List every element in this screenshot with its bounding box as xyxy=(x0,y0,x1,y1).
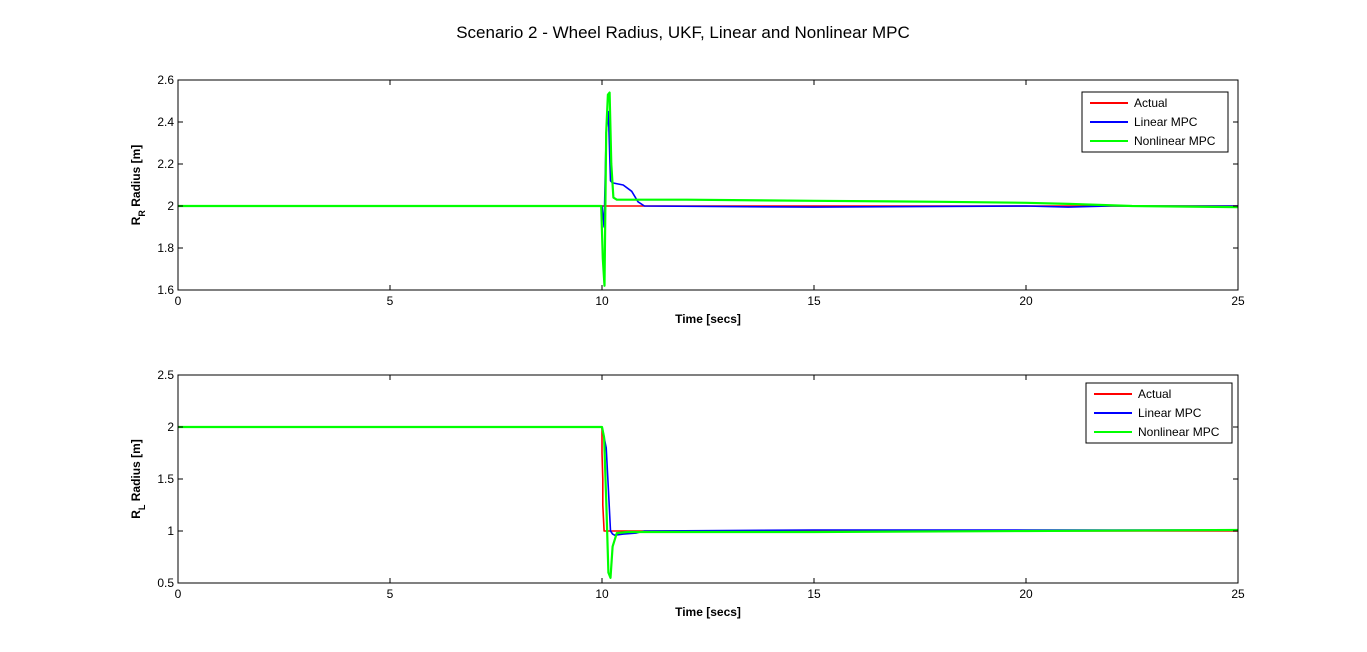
legend: Actual Linear MPC Nonlinear MPC xyxy=(1081,91,1229,153)
series-line-nonlinear-mpc xyxy=(178,425,1239,579)
legend-label: Linear MPC xyxy=(1138,406,1202,420)
y-tick-label: 0.5 xyxy=(157,576,174,590)
x-tick-label: 25 xyxy=(1231,294,1245,308)
x-tick-label: 0 xyxy=(175,587,182,601)
plot-area xyxy=(178,375,1238,583)
x-axis-label: Time [secs] xyxy=(675,312,741,326)
bottom-plot-left-wheel: 0 5 10 15 20 25 0.5 1 1.5 2 2.5 Time [secs] RL Radiu… xyxy=(129,368,1245,619)
x-tick-label: 15 xyxy=(807,294,821,308)
legend-label: Actual xyxy=(1134,96,1167,110)
x-tick-label: 10 xyxy=(595,294,609,308)
y-tick-label: 2.4 xyxy=(157,115,174,129)
y-tick-label: 1.8 xyxy=(157,241,174,255)
x-tick-label: 20 xyxy=(1019,587,1033,601)
x-tick-label: 15 xyxy=(807,587,821,601)
y-axis-label: RL Radius [m] xyxy=(129,439,147,519)
x-tick-label: 25 xyxy=(1231,587,1245,601)
series-line-nonlinear-mpc xyxy=(178,91,1239,287)
legend-label: Actual xyxy=(1138,387,1171,401)
legend: Actual Linear MPC Nonlinear MPC xyxy=(1085,382,1233,444)
legend-label: Linear MPC xyxy=(1134,115,1198,129)
y-axis-label: RR Radius [m] xyxy=(129,145,147,226)
y-tick-label: 2.2 xyxy=(157,157,174,171)
top-plot-right-wheel: 0 5 10 15 20 25 1.6 1.8 2 2.2 2.4 2.6 Time [secs] RR … xyxy=(129,73,1245,326)
figure-title: Scenario 2 - Wheel Radius, UKF, Linear a… xyxy=(456,23,910,42)
legend-label: Nonlinear MPC xyxy=(1138,425,1220,439)
y-tick-label: 2 xyxy=(167,420,174,434)
y-tick-label: 2.5 xyxy=(157,368,174,382)
x-axis-label: Time [secs] xyxy=(675,605,741,619)
x-tick-label: 20 xyxy=(1019,294,1033,308)
y-tick-label: 2.6 xyxy=(157,73,174,87)
y-tick-label: 1.6 xyxy=(157,283,174,297)
plot-area xyxy=(178,80,1238,290)
x-tick-label: 0 xyxy=(175,294,182,308)
legend-label: Nonlinear MPC xyxy=(1134,134,1216,148)
x-tick-label: 10 xyxy=(595,587,609,601)
axes-frame xyxy=(177,79,1239,291)
x-tick-label: 5 xyxy=(387,587,394,601)
y-tick-label: 2 xyxy=(167,199,174,213)
series-line-linear-mpc xyxy=(178,426,1238,537)
x-tick-label: 5 xyxy=(387,294,394,308)
y-tick-label: 1 xyxy=(167,524,174,538)
y-tick-label: 1.5 xyxy=(157,472,174,486)
